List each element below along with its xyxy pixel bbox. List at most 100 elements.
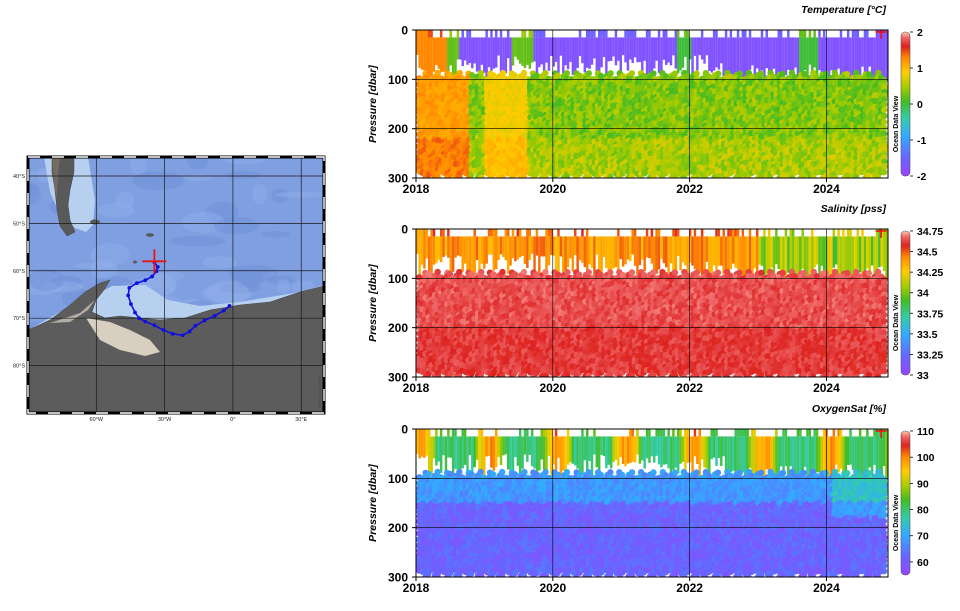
surface-cap <box>593 30 595 37</box>
surface-cap <box>809 30 811 37</box>
surface-cap <box>646 30 648 37</box>
surface-cap <box>485 30 487 37</box>
surface-cap <box>672 229 674 236</box>
surface-cell <box>885 229 887 281</box>
surface-cell <box>509 236 511 265</box>
track-point <box>181 333 185 337</box>
surface-cell <box>773 37 775 68</box>
surface-cell <box>572 37 574 74</box>
surface-cell <box>526 236 528 268</box>
surface-cell <box>521 236 523 256</box>
surface-cell <box>450 236 452 272</box>
surface-cell <box>617 236 619 270</box>
surface-cell <box>540 236 542 256</box>
surface-cap <box>658 229 660 236</box>
surface-cell <box>524 236 526 264</box>
surface-cell <box>471 236 473 276</box>
surface-cell <box>670 37 672 65</box>
surface-cap <box>646 229 648 236</box>
colorbar <box>901 32 910 176</box>
surface-cell <box>476 37 478 71</box>
surface-cell <box>847 236 849 271</box>
surface-cell <box>531 37 533 62</box>
map-lat-label: 60°S <box>13 269 25 275</box>
surface-cap <box>586 229 588 236</box>
surface-cell <box>722 236 724 274</box>
surface-cell <box>548 236 550 265</box>
surface-cell <box>725 37 727 72</box>
surface-cap <box>473 229 475 236</box>
surface-cell <box>596 37 598 73</box>
surface-cell <box>586 236 588 271</box>
profile-dot <box>511 72 517 78</box>
profile-dots <box>416 269 888 381</box>
surface-cell <box>450 37 452 65</box>
surface-cap <box>600 30 602 37</box>
profile-dot <box>779 71 785 77</box>
surface-cell <box>550 37 552 56</box>
surface-cell <box>517 236 519 259</box>
surface-cell <box>605 236 607 267</box>
profile-dot <box>881 163 887 169</box>
track-point <box>135 281 139 285</box>
profile-dot <box>490 72 496 78</box>
surface-cap <box>627 30 629 37</box>
surface-cell <box>555 37 557 61</box>
bathymetry-patch <box>261 231 290 238</box>
surface-cap <box>507 229 509 236</box>
surface-cap <box>715 229 717 236</box>
surface-cap <box>658 30 660 37</box>
profile-dots <box>416 70 888 182</box>
surface-cap <box>488 229 490 236</box>
surface-cell <box>684 37 686 57</box>
surface-cell <box>564 37 566 65</box>
surface-cell <box>665 236 667 267</box>
surface-cap <box>548 229 550 236</box>
surface-cell <box>631 37 633 63</box>
surface-cell <box>447 236 449 257</box>
surface-cell <box>751 236 753 273</box>
surface-cap <box>737 229 739 236</box>
surface-cap <box>529 30 531 37</box>
surface-cell <box>481 236 483 263</box>
surface-cap <box>617 229 619 236</box>
surface-cell <box>766 236 768 274</box>
track-point <box>188 330 192 334</box>
surface-cap <box>801 229 803 236</box>
surface-cap <box>550 229 552 236</box>
surface-cap <box>689 229 691 236</box>
surface-cell <box>418 30 420 68</box>
surface-cell <box>627 236 629 259</box>
surface-cell <box>502 236 504 257</box>
surface-cap <box>804 30 806 37</box>
surface-cell <box>766 37 768 68</box>
track-point <box>152 323 156 327</box>
track-point <box>222 309 226 313</box>
surface-cap <box>500 30 502 37</box>
surface-cell <box>557 236 559 275</box>
y-tick-label: 100 <box>388 73 408 87</box>
surface-cell <box>569 37 571 62</box>
bathymetry-patch <box>214 217 259 234</box>
surface-cell <box>440 37 442 72</box>
surface-cell <box>548 37 550 70</box>
surface-cap <box>588 30 590 37</box>
profile-dot <box>586 70 592 76</box>
surface-cap <box>847 30 849 37</box>
colorbar-tick-label: 0 <box>917 99 923 111</box>
surface-cell <box>593 37 595 58</box>
x-tick-label: 2024 <box>813 182 840 196</box>
surface-cell <box>679 37 681 70</box>
surface-cell <box>473 236 475 277</box>
surface-cap <box>840 30 842 37</box>
surface-cap <box>651 229 653 236</box>
surface-cell <box>538 236 540 275</box>
surface-cap <box>440 229 442 236</box>
surface-cell <box>818 37 820 70</box>
surface-cap <box>490 229 492 236</box>
surface-cap <box>725 30 727 37</box>
x-tick-label: 2018 <box>403 182 430 196</box>
surface-cap <box>469 30 471 37</box>
surface-cell <box>660 37 662 71</box>
